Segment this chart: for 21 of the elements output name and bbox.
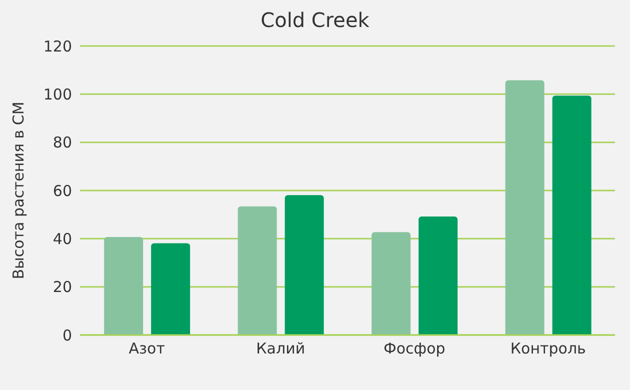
y-tick-label: 40	[52, 230, 72, 248]
bar	[104, 236, 144, 335]
bar	[418, 216, 458, 335]
x-tick-label: Калий	[256, 340, 306, 358]
x-tick-label: Азот	[128, 340, 166, 358]
y-tick-label: 80	[52, 134, 72, 152]
bar	[238, 206, 277, 335]
y-axis-title: Высота растения в СМ	[9, 102, 28, 280]
y-tick-label: 100	[43, 85, 72, 104]
bar	[151, 243, 190, 335]
x-tick-label: Фосфор	[383, 340, 446, 358]
y-tick-label: 120	[43, 37, 72, 56]
chart-title: Cold Creek	[260, 8, 370, 32]
bar	[372, 232, 411, 335]
x-tick-label: Контроль	[510, 340, 586, 358]
bar	[284, 195, 324, 335]
bar	[552, 96, 592, 335]
y-tick-label: 60	[52, 182, 72, 200]
bar	[505, 80, 544, 335]
y-tick-label: 20	[52, 278, 72, 296]
y-tick-label: 0	[62, 326, 72, 344]
